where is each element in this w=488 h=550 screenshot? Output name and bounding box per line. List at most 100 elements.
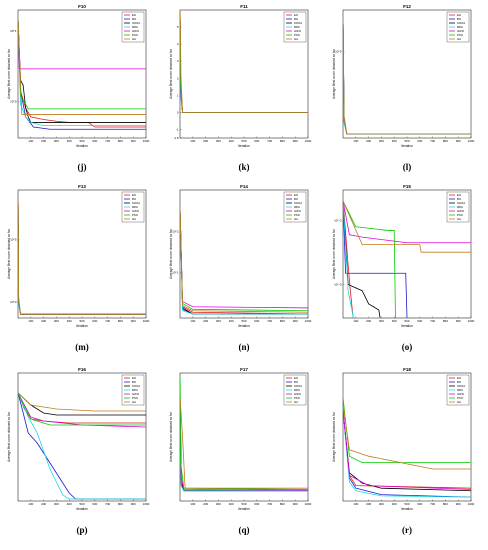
series-line-gwo xyxy=(343,201,471,244)
x-tick-label: 900 xyxy=(131,139,136,143)
legend-entry: MPA xyxy=(457,205,463,209)
x-tick-label: 400 xyxy=(67,319,72,323)
legend-entry: GA xyxy=(457,37,461,41)
legend-entry: PSO xyxy=(457,213,464,217)
series-group xyxy=(180,211,308,315)
x-tick-label: 800 xyxy=(443,319,448,323)
x-tick-label: 400 xyxy=(229,319,234,323)
x-tick-label: 1000 xyxy=(305,502,312,506)
y-tick-label: 10^1 xyxy=(10,29,17,33)
y-axis-label: Average Best score obtained so far xyxy=(332,228,336,279)
x-tick-label: 1000 xyxy=(468,139,475,143)
chart-panel-f14: F14 Iteration Average Best score obtained … xyxy=(169,184,312,352)
chart-panel-f15: F15 Iteration Average Best score obtained … xyxy=(332,184,475,352)
y-tick-label: 5 xyxy=(177,25,179,29)
legend-entry: GA xyxy=(457,400,461,404)
y-axis-label: Average Best score obtained so far xyxy=(169,411,173,462)
y-tick-label: 1 xyxy=(177,93,179,97)
x-tick-label: 200 xyxy=(366,319,371,323)
legend-entry: SOOA xyxy=(457,21,465,25)
legend-entry: GWO xyxy=(132,392,140,396)
chart-title: F12 xyxy=(403,4,411,9)
x-tick-label: 100 xyxy=(190,139,195,143)
y-axis-label: Average Best score obtained so far xyxy=(169,228,173,279)
y-tick-label: -1 xyxy=(176,127,179,131)
series-line-pso xyxy=(180,378,308,490)
series-group xyxy=(18,202,146,315)
x-tick-label: 1000 xyxy=(143,319,150,323)
x-tick-label: 700 xyxy=(430,502,435,506)
legend-entry: EO xyxy=(294,376,299,380)
legend-entry: MPA xyxy=(294,388,300,392)
legend-entry: PSO xyxy=(457,33,464,37)
panel-label: (n) xyxy=(239,342,250,352)
legend-entry: SOOA xyxy=(132,384,140,388)
legend-entry: GA xyxy=(457,217,461,221)
y-axis-label: Average Best score obtained so far xyxy=(169,48,173,99)
x-tick-label: 1000 xyxy=(468,319,475,323)
x-tick-label: 500 xyxy=(404,319,409,323)
y-tick-label: 10^5 xyxy=(10,238,17,242)
panel-label: (q) xyxy=(239,525,250,535)
x-axis-label: Iteration xyxy=(238,324,250,328)
series-line-mpa xyxy=(18,392,146,500)
legend-entry: GWO xyxy=(294,392,302,396)
legend-entry: GA xyxy=(294,37,298,41)
legend-box xyxy=(446,374,470,406)
legend-entry: BO xyxy=(132,197,137,201)
chart-panel-f13: F13 Iteration Average Best score obtained … xyxy=(7,184,150,352)
series-group xyxy=(343,201,471,318)
series-line-eo xyxy=(343,201,471,318)
legend-box xyxy=(446,191,470,223)
legend-entry: PSO xyxy=(132,33,139,37)
chart-title: F18 xyxy=(403,367,411,372)
y-tick-label: 10^-3 xyxy=(334,283,342,287)
x-tick-label: 100 xyxy=(190,319,195,323)
legend-entry: GWO xyxy=(457,209,465,213)
legend-entry: MPA xyxy=(294,25,300,29)
legend-entry: PSO xyxy=(294,213,301,217)
y-tick-label: 10^5 xyxy=(335,49,342,53)
series-line-mpa xyxy=(343,201,471,318)
series-group xyxy=(18,20,146,130)
series-group xyxy=(180,378,308,492)
x-tick-label: 300 xyxy=(216,139,221,143)
chart-title: F11 xyxy=(240,4,248,9)
x-tick-label: 700 xyxy=(267,139,272,143)
legend-entry: MPA xyxy=(294,205,300,209)
panel-label: (r) xyxy=(402,525,412,535)
x-tick-label: 900 xyxy=(293,502,298,506)
y-tick-label: 3 xyxy=(177,59,179,63)
x-tick-label: 500 xyxy=(79,502,84,506)
x-axis-label: Iteration xyxy=(238,507,250,511)
legend-box xyxy=(283,11,307,43)
legend-entry: SOOA xyxy=(294,201,302,205)
x-tick-label: 1000 xyxy=(468,502,475,506)
panel-label: (p) xyxy=(77,525,88,535)
series-group xyxy=(343,23,471,135)
x-tick-label: 100 xyxy=(28,502,33,506)
legend-entry: GA xyxy=(132,217,136,221)
legend-entry: BO xyxy=(294,380,299,384)
x-axis-label: Iteration xyxy=(401,144,413,148)
x-tick-label: 1000 xyxy=(143,139,150,143)
y-tick-label: 10^-2 xyxy=(334,219,342,223)
x-tick-label: 400 xyxy=(392,139,397,143)
chart-panel-f17: F17 Iteration Average Best score obtained … xyxy=(169,367,312,535)
chart-title: F15 xyxy=(403,184,411,189)
x-tick-label: 200 xyxy=(41,502,46,506)
legend-entry: GA xyxy=(132,37,136,41)
x-tick-label: 1000 xyxy=(143,502,150,506)
x-tick-label: 800 xyxy=(443,139,448,143)
x-tick-label: 200 xyxy=(366,502,371,506)
series-line-ga xyxy=(343,201,471,253)
x-tick-label: 600 xyxy=(92,319,97,323)
x-tick-label: 200 xyxy=(41,139,46,143)
x-tick-label: 400 xyxy=(67,139,72,143)
